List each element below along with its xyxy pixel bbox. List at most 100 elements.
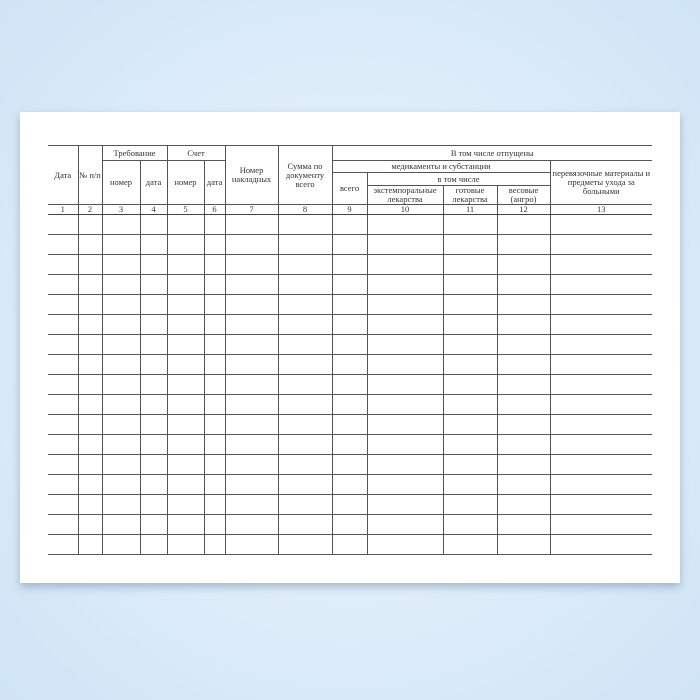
table-cell[interactable] (366, 414, 444, 435)
table-cell[interactable] (203, 374, 226, 395)
table-cell[interactable] (139, 394, 168, 415)
table-cell[interactable] (101, 394, 141, 415)
table-cell[interactable] (549, 534, 653, 555)
table-cell[interactable] (549, 334, 653, 355)
table-cell[interactable] (277, 534, 333, 555)
table-cell[interactable] (203, 394, 226, 415)
table-cell[interactable] (277, 234, 333, 255)
table-cell[interactable] (496, 294, 551, 315)
table-cell[interactable] (224, 294, 279, 315)
table-cell[interactable] (366, 254, 444, 275)
table-cell[interactable] (77, 534, 103, 555)
table-cell[interactable] (331, 494, 368, 515)
table-cell[interactable] (224, 414, 279, 435)
table-cell[interactable] (496, 534, 551, 555)
table-cell[interactable] (48, 414, 79, 435)
table-cell[interactable] (496, 274, 551, 295)
table-cell[interactable] (203, 454, 226, 475)
table-cell[interactable] (166, 434, 205, 455)
table-cell[interactable] (331, 254, 368, 275)
table-cell[interactable] (442, 214, 498, 235)
table-cell[interactable] (224, 354, 279, 375)
table-cell[interactable] (442, 234, 498, 255)
table-cell[interactable] (139, 274, 168, 295)
table-cell[interactable] (549, 314, 653, 335)
table-cell[interactable] (203, 314, 226, 335)
table-cell[interactable] (101, 214, 141, 235)
table-cell[interactable] (101, 334, 141, 355)
table-cell[interactable] (549, 274, 653, 295)
table-cell[interactable] (277, 314, 333, 335)
table-cell[interactable] (139, 254, 168, 275)
table-cell[interactable] (331, 354, 368, 375)
table-cell[interactable] (366, 214, 444, 235)
table-cell[interactable] (366, 514, 444, 535)
table-cell[interactable] (139, 214, 168, 235)
table-cell[interactable] (224, 314, 279, 335)
table-cell[interactable] (331, 214, 368, 235)
table-cell[interactable] (442, 294, 498, 315)
table-cell[interactable] (166, 454, 205, 475)
table-cell[interactable] (366, 534, 444, 555)
table-cell[interactable] (48, 534, 79, 555)
table-cell[interactable] (366, 454, 444, 475)
table-cell[interactable] (366, 434, 444, 455)
table-cell[interactable] (77, 294, 103, 315)
table-cell[interactable] (101, 514, 141, 535)
table-cell[interactable] (139, 494, 168, 515)
table-cell[interactable] (496, 494, 551, 515)
table-cell[interactable] (101, 374, 141, 395)
table-cell[interactable] (48, 434, 79, 455)
table-cell[interactable] (366, 394, 444, 415)
table-cell[interactable] (166, 534, 205, 555)
table-cell[interactable] (203, 534, 226, 555)
table-cell[interactable] (48, 314, 79, 335)
table-cell[interactable] (101, 314, 141, 335)
table-cell[interactable] (442, 534, 498, 555)
table-cell[interactable] (331, 234, 368, 255)
table-cell[interactable] (224, 394, 279, 415)
table-cell[interactable] (331, 294, 368, 315)
table-cell[interactable] (366, 334, 444, 355)
table-cell[interactable] (77, 254, 103, 275)
table-cell[interactable] (224, 534, 279, 555)
table-cell[interactable] (496, 414, 551, 435)
table-cell[interactable] (496, 474, 551, 495)
table-cell[interactable] (101, 294, 141, 315)
table-cell[interactable] (442, 334, 498, 355)
table-cell[interactable] (77, 394, 103, 415)
table-cell[interactable] (77, 274, 103, 295)
table-cell[interactable] (496, 394, 551, 415)
table-cell[interactable] (277, 494, 333, 515)
table-cell[interactable] (203, 274, 226, 295)
table-cell[interactable] (48, 234, 79, 255)
table-cell[interactable] (224, 374, 279, 395)
table-cell[interactable] (496, 314, 551, 335)
table-cell[interactable] (277, 254, 333, 275)
table-cell[interactable] (77, 514, 103, 535)
table-cell[interactable] (77, 234, 103, 255)
table-cell[interactable] (139, 374, 168, 395)
table-cell[interactable] (48, 454, 79, 475)
table-cell[interactable] (166, 354, 205, 375)
table-cell[interactable] (101, 254, 141, 275)
table-cell[interactable] (48, 474, 79, 495)
table-cell[interactable] (442, 394, 498, 415)
table-cell[interactable] (549, 214, 653, 235)
table-cell[interactable] (166, 214, 205, 235)
table-cell[interactable] (442, 354, 498, 375)
table-cell[interactable] (139, 454, 168, 475)
table-cell[interactable] (101, 354, 141, 375)
table-cell[interactable] (166, 254, 205, 275)
table-cell[interactable] (549, 514, 653, 535)
table-cell[interactable] (166, 514, 205, 535)
table-cell[interactable] (442, 414, 498, 435)
table-cell[interactable] (496, 214, 551, 235)
table-cell[interactable] (277, 334, 333, 355)
table-cell[interactable] (48, 294, 79, 315)
table-cell[interactable] (224, 474, 279, 495)
table-cell[interactable] (166, 294, 205, 315)
table-cell[interactable] (549, 254, 653, 275)
table-cell[interactable] (277, 294, 333, 315)
table-cell[interactable] (277, 274, 333, 295)
